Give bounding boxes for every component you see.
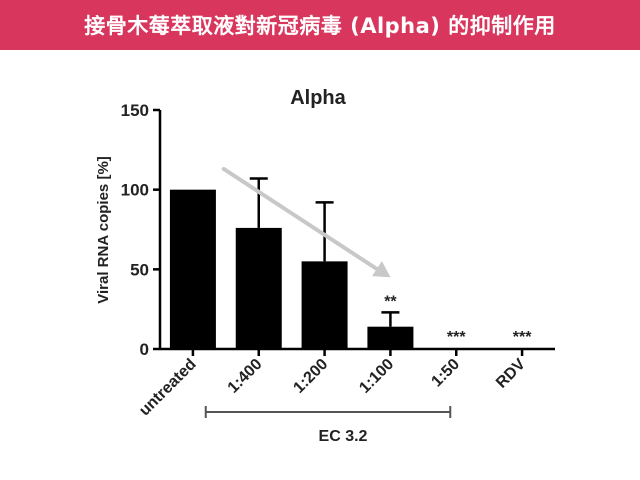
trend-arrow [221,166,383,274]
y-tick-label: 150 [121,101,149,120]
bar [433,348,480,350]
y-tick-label: 50 [130,260,149,279]
y-tick-label: 0 [140,340,149,359]
bar [367,326,414,349]
x-tick-label: 1:100 [356,356,397,397]
bar [169,189,216,349]
trend-arrow-head [372,261,391,278]
y-axis-label: Viral RNA copies [%] [95,156,112,304]
bar [499,348,546,350]
bar [301,261,348,349]
chart-title: Alpha [290,87,346,109]
significance-label: *** [513,329,532,346]
bar [235,227,282,349]
x-tick-label: untreated [136,356,200,420]
group-label: EC 3.2 [319,428,368,445]
banner-title: 接骨木莓萃取液對新冠病毒 (Alpha) 的抑制作用 [84,14,556,38]
significance-label: *** [447,329,466,346]
title-banner: 接骨木莓萃取液對新冠病毒 (Alpha) 的抑制作用 [0,0,640,50]
plot-area: 0 50 100 150 untreated 1:400 1:200 1:100 ** 1:50 *… [121,101,555,445]
x-tick-label: 1:50 [428,356,463,391]
x-tick-label: RDV [493,356,529,392]
significance-label: ** [384,293,397,310]
y-tick-label: 100 [121,181,149,200]
x-tick-label: 1:400 [225,356,266,397]
x-tick-label: 1:200 [290,356,331,397]
